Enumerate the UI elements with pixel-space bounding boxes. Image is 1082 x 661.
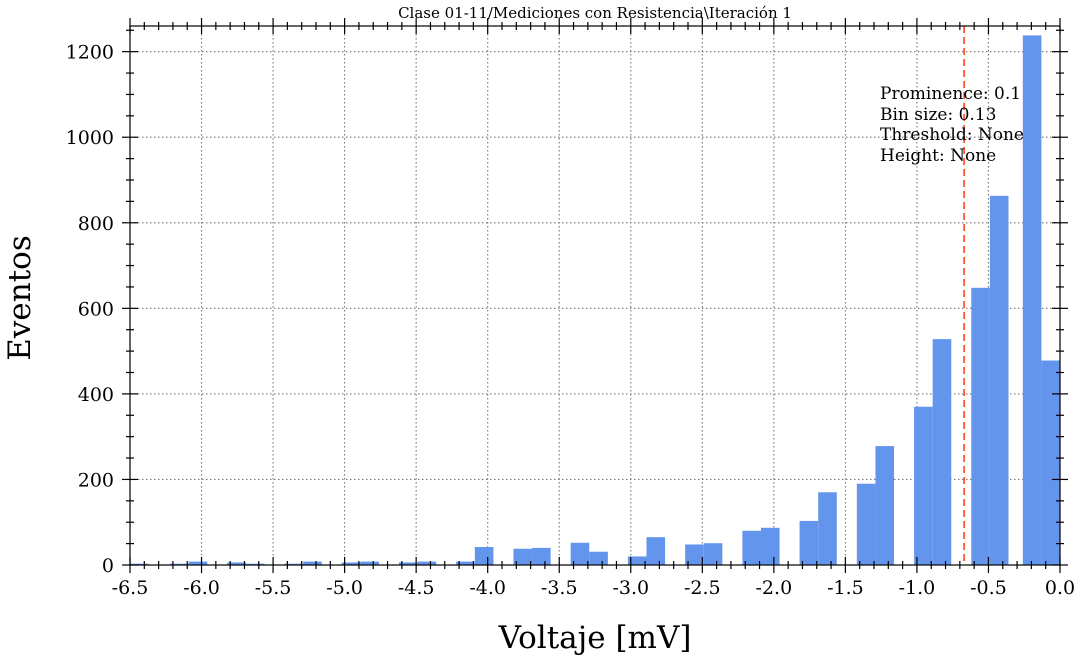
x-tick-label: -5.5 <box>255 577 292 599</box>
x-tick-label: -6.0 <box>183 577 220 599</box>
annotation-height: Height: None <box>880 146 996 166</box>
histogram-bar <box>188 561 208 565</box>
histogram-bar <box>1022 35 1042 565</box>
histogram-bar <box>456 561 475 565</box>
histogram-bar <box>417 561 437 565</box>
y-tick-labels: 0 200 400 600 800 1000 1200 <box>66 42 114 577</box>
grid-lines <box>130 26 1060 565</box>
x-tick-label: -6.5 <box>112 577 149 599</box>
y-tick-label: 400 <box>78 384 114 406</box>
axis-ticks <box>122 18 1068 573</box>
histogram-bar <box>646 537 666 565</box>
histogram-bar <box>742 530 761 565</box>
histogram-bar <box>474 547 494 565</box>
bars-group <box>130 35 1060 566</box>
x-tick-label: -2.5 <box>684 577 721 599</box>
x-tick-labels: -6.5 -6.0 -5.5 -5.0 -4.5 -4.0 -3.5 -3.0 -2.5 -2.0… <box>112 577 1075 599</box>
histogram-bar <box>932 339 952 565</box>
histogram-bar <box>971 287 990 565</box>
histogram-bar <box>513 548 533 565</box>
histogram-bar <box>914 406 933 565</box>
y-tick-label: 1000 <box>66 127 114 149</box>
histogram-bar <box>799 520 819 565</box>
x-tick-label: -4.0 <box>469 577 506 599</box>
histogram-bar <box>398 562 418 565</box>
histogram-bar <box>856 483 876 565</box>
histogram-bar <box>989 195 1009 566</box>
x-tick-label: -1.5 <box>827 577 864 599</box>
y-tick-label: 0 <box>102 555 114 577</box>
x-tick-label: -3.5 <box>541 577 578 599</box>
y-tick-label: 800 <box>78 213 114 235</box>
histogram-bar <box>760 527 780 565</box>
histogram-bar <box>1041 360 1060 565</box>
histogram-bar <box>627 556 647 565</box>
y-tick-label: 200 <box>78 469 114 491</box>
histogram-bar <box>245 563 265 565</box>
histogram-bar <box>341 562 361 565</box>
x-tick-label: -1.0 <box>899 577 936 599</box>
x-tick-label: -4.5 <box>398 577 435 599</box>
x-tick-label: -5.0 <box>326 577 363 599</box>
y-tick-label: 1200 <box>66 42 114 64</box>
y-tick-label: 600 <box>78 298 114 320</box>
histogram-bar <box>703 543 723 565</box>
histogram-bar <box>875 446 895 565</box>
x-tick-label: -3.0 <box>612 577 649 599</box>
annotation-prominence: Prominence: 0.1 <box>880 84 1021 104</box>
histogram-bar <box>589 551 608 565</box>
x-tick-label: 0.0 <box>1045 577 1075 599</box>
x-tick-label: -2.0 <box>756 577 793 599</box>
x-tick-label: -0.5 <box>970 577 1007 599</box>
plot-frame <box>129 25 1061 566</box>
histogram-bar <box>303 561 322 565</box>
y-axis-label: Eventos <box>2 235 38 360</box>
annotation-threshold: Threshold: None <box>880 125 1024 145</box>
histogram-bar <box>570 542 590 565</box>
histogram-bar <box>130 563 149 565</box>
histogram-bar <box>532 547 551 565</box>
histogram-bar <box>170 563 189 565</box>
histogram-bar <box>685 544 704 565</box>
x-axis-label: Voltaje [mV] <box>498 620 692 656</box>
histogram-bar <box>818 492 837 565</box>
annotation-box: Prominence: 0.1 Bin size: 0.13 Threshold… <box>880 84 1024 166</box>
histogram-bar <box>227 562 246 565</box>
histogram-bar <box>360 561 379 565</box>
annotation-bin-size: Bin size: 0.13 <box>880 105 996 125</box>
chart-title: Clase 01-11/Mediciones con Resistencia\I… <box>398 4 792 22</box>
histogram-bar <box>284 563 304 565</box>
